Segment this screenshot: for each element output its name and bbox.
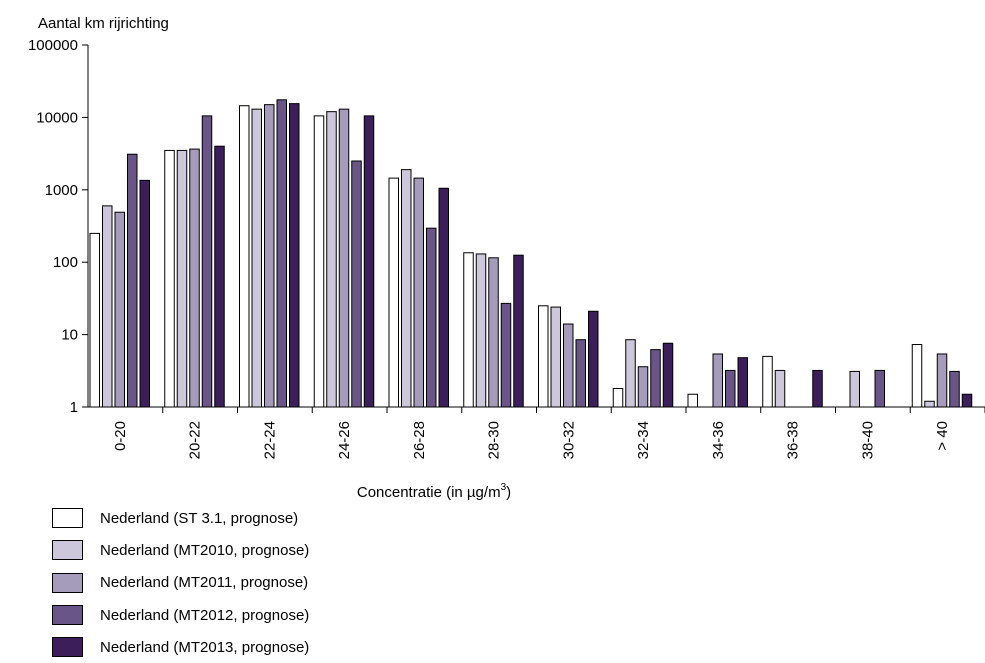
bar-2830-series-5 [513, 254, 524, 408]
bar-3840-series-4 [874, 369, 885, 408]
y-tick-label: 10 [61, 327, 78, 344]
bar-3638-series-1 [762, 355, 773, 408]
y-tick-label: 10000 [36, 109, 78, 126]
bar-2022-series-1 [164, 149, 175, 408]
bar-020-series-3 [114, 211, 125, 408]
y-tick-label: 100000 [28, 37, 78, 54]
legend-label: Nederland (MT2013, prognose) [100, 638, 310, 656]
bar-2426-series-1 [313, 115, 325, 408]
bar-2022-series-2 [176, 149, 188, 408]
legend-swatch [52, 637, 83, 658]
y-tick-label: 100 [53, 254, 78, 271]
x-tick-label: > 40 [934, 421, 951, 451]
legend-item: Nederland (MT2011, prognose) [52, 567, 309, 599]
bar-2426-series-3 [338, 108, 350, 408]
legend-item: Nederland (MT2012, prognose) [52, 599, 309, 631]
bar-020-series-4 [127, 153, 138, 408]
bar-2224-series-4 [276, 99, 287, 408]
bar-3032-series-4 [575, 339, 586, 408]
bar-3234-series-3 [637, 366, 649, 408]
bar-40-series-1 [911, 343, 923, 408]
bar-2224-series-2 [251, 108, 262, 408]
bar-2628-series-4 [426, 227, 437, 408]
bar-3032-series-5 [588, 310, 599, 408]
bar-2628-series-2 [401, 169, 412, 408]
x-tick-label: 30-32 [560, 421, 577, 459]
bar-2224-series-1 [239, 105, 250, 408]
bar-3638-series-5 [812, 369, 823, 408]
legend-label: Nederland (MT2012, prognose) [100, 606, 310, 624]
legend-swatch [52, 572, 83, 593]
bar-3032-series-1 [538, 305, 549, 408]
bar-3436-series-1 [687, 393, 698, 408]
bar-3032-series-3 [563, 323, 574, 408]
x-tick-label: 28-30 [486, 421, 503, 459]
bar-3638-series-2 [774, 369, 786, 408]
bar-40-series-3 [936, 353, 948, 408]
bar-2426-series-4 [351, 160, 362, 408]
x-tick-label: 32-34 [635, 421, 652, 459]
bar-3234-series-1 [612, 388, 624, 408]
bar-2628-series-3 [413, 177, 424, 408]
bar-3234-series-4 [650, 349, 661, 408]
bar-3436-series-4 [725, 369, 736, 408]
y-tick-label: 1000 [45, 182, 78, 199]
legend-label: Nederland (MT2010, prognose) [100, 541, 310, 559]
bar-40-series-5 [961, 393, 973, 408]
y-axis-title: Aantal km rijrichting [38, 15, 169, 32]
bar-3436-series-5 [737, 357, 748, 408]
x-axis-title: Concentratie (in µg/m3) [357, 482, 511, 500]
bar-2628-series-5 [438, 187, 449, 408]
bar-2830-series-1 [463, 252, 474, 408]
x-tick-label: 24-26 [336, 421, 353, 459]
x-tick-label: 20-22 [187, 421, 204, 459]
bar-3234-series-2 [625, 339, 636, 408]
bar-2022-series-4 [201, 115, 213, 408]
legend-label: Nederland (ST 3.1, prognose) [100, 509, 299, 527]
bar-2224-series-3 [264, 104, 275, 408]
bar-2628-series-1 [388, 177, 399, 408]
bar-2830-series-3 [488, 257, 499, 408]
x-tick-label: 38-40 [859, 421, 876, 459]
bar-2426-series-2 [326, 111, 337, 408]
bar-2830-series-2 [475, 253, 487, 408]
bar-2022-series-3 [189, 148, 200, 408]
x-tick-label: 36-38 [785, 421, 802, 459]
legend: Nederland (ST 3.1, prognose) Nederland (M… [52, 502, 309, 663]
bar-3032-series-2 [550, 306, 561, 408]
bar-3840-series-2 [849, 370, 860, 408]
bar-40-series-4 [949, 370, 960, 408]
legend-item: Nederland (MT2010, prognose) [52, 534, 309, 566]
x-tick-label: 0-20 [112, 421, 129, 451]
bar-020-series-2 [102, 205, 113, 408]
legend-label: Nederland (MT2011, prognose) [100, 574, 309, 592]
bar-40-series-2 [924, 400, 935, 408]
bar-2830-series-4 [500, 302, 512, 408]
bar-2022-series-5 [214, 145, 225, 408]
x-tick-label: 26-28 [411, 421, 428, 459]
x-tick-label: 34-36 [710, 421, 727, 459]
legend-item: Nederland (ST 3.1, prognose) [52, 502, 309, 534]
y-tick-label: 1 [70, 399, 78, 416]
bar-3234-series-5 [662, 342, 674, 408]
bar-2426-series-5 [363, 115, 375, 408]
bar-3436-series-3 [712, 353, 723, 408]
legend-swatch [52, 605, 83, 626]
legend-item: Nederland (MT2013, prognose) [52, 631, 309, 663]
legend-swatch [52, 540, 83, 561]
bar-020-series-1 [89, 232, 100, 408]
bar-chart: Aantal km rijrichting 100000100001000100… [28, 15, 985, 500]
legend-swatch [52, 508, 83, 529]
bar-020-series-5 [139, 179, 150, 408]
x-tick-label: 22-24 [261, 421, 278, 459]
bar-2224-series-5 [289, 103, 300, 408]
